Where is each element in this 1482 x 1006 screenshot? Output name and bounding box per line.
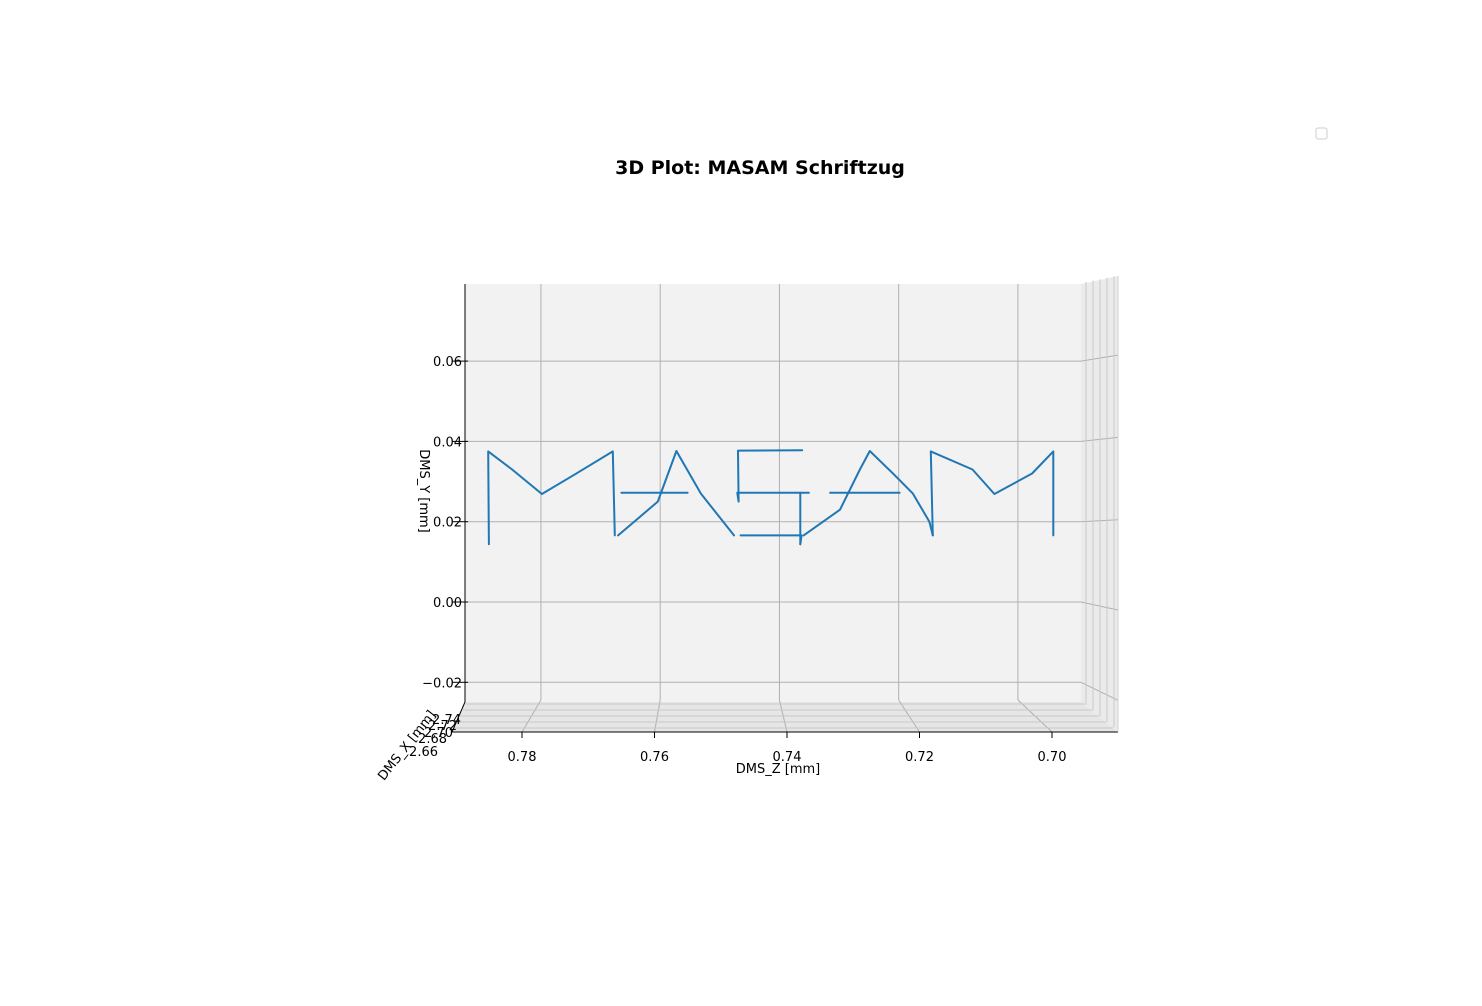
series-stroke-m [487, 450, 616, 546]
chart-title: 3D Plot: MASAM Schriftzug [615, 157, 905, 179]
y-axis-label: DMS_Y [mm] [416, 449, 431, 533]
x-tick-label: 2.70 [424, 726, 453, 741]
series-stroke-s [739, 534, 803, 546]
z-axis-label: DMS_Z [mm] [736, 762, 821, 777]
z-tick-label: 0.78 [508, 750, 537, 765]
z-tick-label: 0.72 [905, 750, 934, 765]
x-tick-label: 2.68 [418, 732, 447, 747]
z-tick-label: 0.74 [773, 750, 802, 765]
y-tick-label: −0.02 [422, 676, 462, 691]
series-stroke-m [929, 450, 1055, 537]
z-tick-label: 0.70 [1038, 750, 1067, 765]
y-tick-label: 0.00 [433, 596, 462, 611]
data-series [487, 449, 1055, 546]
x-tick-label: 2.72 [428, 719, 457, 734]
x-axis-line [451, 701, 466, 733]
grid-lines [454, 276, 1119, 733]
x-tick-label: 2.74 [432, 713, 461, 728]
legend-box [1315, 127, 1328, 140]
y-tick-label: 0.06 [433, 355, 462, 370]
axis-lines [451, 276, 1119, 738]
y-tick-label: 0.04 [433, 435, 462, 450]
series-stroke-a [802, 450, 934, 537]
series-stroke-a [617, 450, 735, 537]
series-stroke-s [736, 449, 810, 503]
y-tick-label: 0.02 [433, 516, 462, 531]
tick-labels: −0.02 0.00 0.02 0.04 0.06 0.78 0.76 0.74 0.72 0.7… [409, 355, 1066, 765]
x-tick-label: 2.66 [409, 745, 438, 760]
z-tick-label: 0.76 [640, 750, 669, 765]
